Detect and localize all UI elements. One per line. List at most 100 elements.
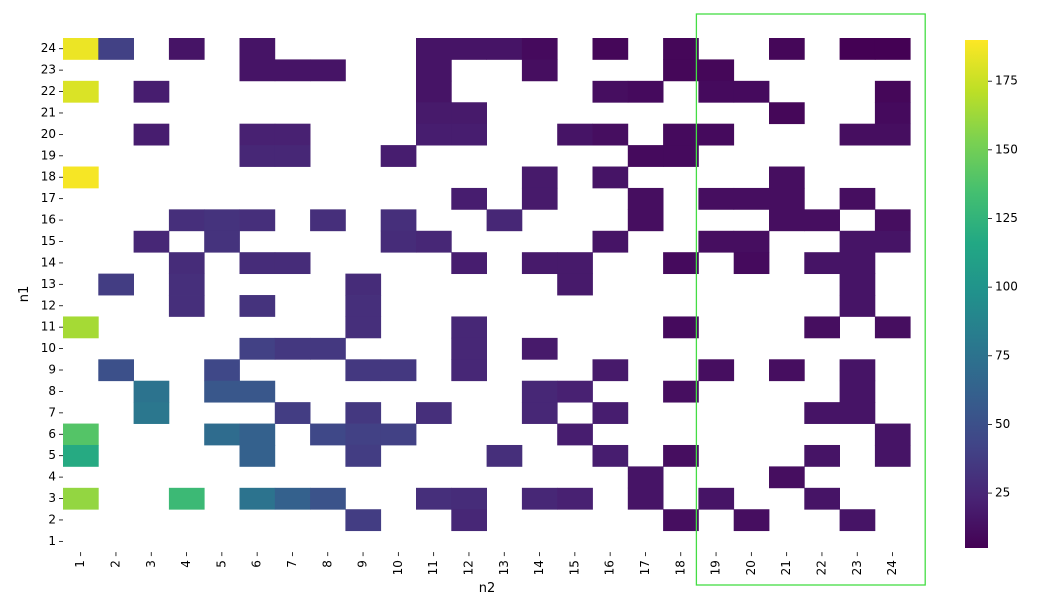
y-tick-label: 22 xyxy=(41,84,56,98)
heatmap-cell xyxy=(168,252,205,275)
x-tick-label: 18 xyxy=(673,560,687,575)
heatmap-cell xyxy=(769,38,805,60)
heatmap-cell xyxy=(521,252,558,275)
heatmap-cell xyxy=(557,123,593,146)
x-tick-label: 10 xyxy=(391,560,405,575)
heatmap-cell xyxy=(769,359,805,382)
heatmap-cell xyxy=(839,123,876,146)
heatmap-cell xyxy=(133,380,170,403)
heatmap-cell xyxy=(733,509,770,532)
heatmap-cell xyxy=(451,487,487,510)
heatmap-cell xyxy=(769,209,805,232)
heatmap-cell xyxy=(804,252,840,275)
y-tick-label: 10 xyxy=(41,341,56,355)
y-tick-label: 3 xyxy=(48,491,56,505)
heatmap-cell xyxy=(133,230,170,253)
heatmap-cell xyxy=(557,423,593,446)
heatmap-cell xyxy=(310,59,346,82)
heatmap-cell xyxy=(557,380,593,403)
heatmap-cell xyxy=(345,402,382,424)
heatmap-cell xyxy=(557,273,593,296)
heatmap-cell xyxy=(345,509,382,532)
colorbar-tick-label: 150 xyxy=(995,142,1018,156)
heatmap-cell xyxy=(310,423,346,446)
x-tick-label: 1 xyxy=(73,560,87,568)
heatmap-cell xyxy=(521,337,558,360)
heatmap-cell xyxy=(592,80,629,103)
heatmap-cell xyxy=(204,230,240,253)
heatmap-cell xyxy=(839,380,876,403)
heatmap-cell xyxy=(274,402,311,424)
heatmap-cell xyxy=(627,187,664,210)
heatmap-cell xyxy=(451,316,487,339)
y-tick-label: 1 xyxy=(48,534,56,548)
heatmap-cell xyxy=(345,444,382,467)
y-tick-label: 5 xyxy=(48,448,56,462)
heatmap-cell xyxy=(557,252,593,275)
y-tick-label: 24 xyxy=(41,41,56,55)
heatmap-cell xyxy=(874,38,911,60)
heatmap-cell xyxy=(416,402,452,424)
x-tick-label: 16 xyxy=(603,560,617,575)
heatmap-cell xyxy=(663,444,699,467)
x-tick-label: 9 xyxy=(356,560,370,568)
heatmap-cell xyxy=(63,38,99,60)
heatmap-cell xyxy=(627,466,664,489)
colorbar-ticks: 25 50 75 100 125 150 175 xyxy=(988,74,1018,500)
heatmap-cell xyxy=(663,145,699,167)
heatmap-cell xyxy=(451,509,487,532)
y-tick-label: 20 xyxy=(41,127,56,141)
heatmap-cell xyxy=(310,337,346,360)
x-tick-label: 21 xyxy=(779,560,793,575)
heatmap-cell xyxy=(451,359,487,382)
heatmap-cell xyxy=(769,102,805,125)
y-tick-label: 23 xyxy=(41,63,56,77)
heatmap-cell xyxy=(380,359,417,382)
y-tick-label: 11 xyxy=(41,320,56,334)
heatmap-cell xyxy=(592,359,629,382)
heatmap-cell xyxy=(557,487,593,510)
heatmap-cell xyxy=(804,402,840,424)
heatmap-cell xyxy=(274,337,311,360)
heatmap-cell xyxy=(133,80,170,103)
heatmap-cell xyxy=(204,209,240,232)
heatmap-cell xyxy=(627,145,664,167)
heatmap-cell xyxy=(839,273,876,296)
heatmap-cell xyxy=(592,38,629,60)
heatmap-cell xyxy=(345,273,382,296)
heatmap-cell xyxy=(839,295,876,317)
heatmap-cell xyxy=(839,509,876,532)
colorbar-tick-label: 175 xyxy=(995,74,1018,88)
heatmap-cell xyxy=(698,230,735,253)
heatmap-cell xyxy=(804,487,840,510)
heatmap-cell xyxy=(874,230,911,253)
heatmap-cell xyxy=(663,252,699,275)
heatmap-cell xyxy=(416,80,452,103)
heatmap-cell xyxy=(239,252,276,275)
y-tick-label: 8 xyxy=(48,384,56,398)
heatmap-cell xyxy=(698,59,735,82)
heatmap-cell xyxy=(63,423,99,446)
heatmap-cell xyxy=(839,187,876,210)
heatmap-cell xyxy=(627,80,664,103)
y-tick-label: 17 xyxy=(41,191,56,205)
heatmap-cell xyxy=(804,209,840,232)
x-tick-label: 8 xyxy=(320,560,334,568)
heatmap-cell xyxy=(204,380,240,403)
heatmap-cell xyxy=(521,187,558,210)
heatmap-cell xyxy=(380,230,417,253)
heatmap-cell xyxy=(874,123,911,146)
heatmap-cell xyxy=(592,123,629,146)
heatmap-cell xyxy=(133,402,170,424)
heatmap-cell xyxy=(769,187,805,210)
heatmap-cell xyxy=(486,38,523,60)
heatmap-cell xyxy=(345,359,382,382)
heatmap-cell xyxy=(63,444,99,467)
heatmap-cell xyxy=(839,402,876,424)
heatmap-cell xyxy=(416,59,452,82)
heatmap-cell xyxy=(416,487,452,510)
heatmap-cell xyxy=(380,209,417,232)
heatmap-cell xyxy=(521,380,558,403)
heatmap-cell xyxy=(874,423,911,446)
heatmap-cell xyxy=(239,123,276,146)
